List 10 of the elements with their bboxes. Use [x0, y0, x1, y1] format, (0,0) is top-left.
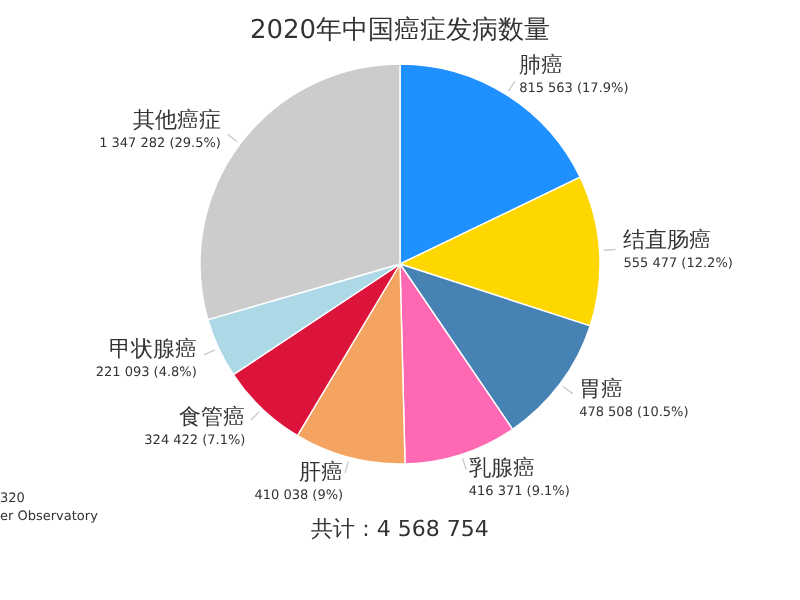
slice-label: 甲状腺癌	[108, 336, 197, 363]
slice-label: 肺癌	[519, 52, 564, 79]
text: 共计 : 4 568 754	[311, 516, 489, 542]
slice-label: 食管癌	[179, 404, 246, 431]
slice-label: 结直肠癌	[623, 226, 712, 253]
slice-label: 胃癌	[579, 376, 624, 403]
slice-label: 肝癌	[299, 458, 344, 485]
slice-label: 乳腺癌	[468, 455, 535, 482]
slice-label: 其他癌症	[132, 107, 221, 134]
chart-title: 2020年中国癌症发病数量	[249, 16, 551, 46]
